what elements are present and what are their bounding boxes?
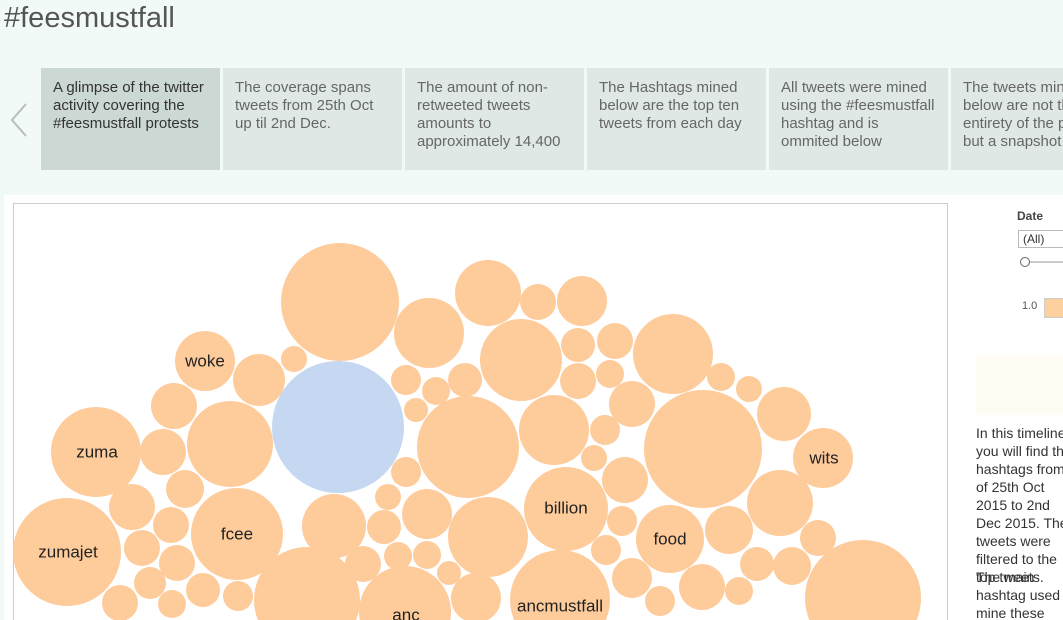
description: The main hashtag used to mine these twee… bbox=[976, 569, 1063, 620]
selected-bubble[interactable] bbox=[272, 361, 404, 493]
prev-arrow[interactable] bbox=[8, 100, 30, 140]
story-point[interactable]: The amount of non-retweeted tweets amoun… bbox=[405, 68, 584, 170]
bubble-chart: woke zuma wits billion fcee food zumajet… bbox=[13, 203, 948, 620]
bubble-label: zumajet bbox=[38, 542, 98, 561]
legend-swatch bbox=[1044, 298, 1063, 318]
bubble-label: anc bbox=[392, 605, 420, 620]
bubble-label: billion bbox=[544, 498, 587, 517]
date-slider[interactable] bbox=[1018, 255, 1063, 269]
bubbles bbox=[13, 243, 921, 620]
page-title: #feesmustfall bbox=[4, 2, 175, 34]
story-point[interactable]: A glimpse of the twitter activity coveri… bbox=[41, 68, 220, 170]
legend-label: 1.0 bbox=[1022, 300, 1038, 312]
story-point[interactable]: The coverage spans tweets from 25th Oct … bbox=[223, 68, 402, 170]
story-point[interactable]: The tweets mined below are not the entir… bbox=[951, 68, 1063, 170]
filter-dropdown[interactable]: (All) bbox=[1018, 230, 1063, 248]
story-point[interactable]: The Hashtags mined below are the top ten… bbox=[587, 68, 766, 170]
bubble-label: woke bbox=[184, 351, 225, 370]
bubble-label: zuma bbox=[76, 442, 118, 461]
side-panel: Date (All) 1.0 In this timeline you will… bbox=[960, 195, 1063, 620]
bubble-label: fcee bbox=[221, 524, 253, 543]
text-box bbox=[976, 355, 1063, 415]
story-point[interactable]: All tweets were mined using the #feesmus… bbox=[769, 68, 948, 170]
description: In this timeline you will find the hasht… bbox=[976, 425, 1063, 585]
filter-label: Date bbox=[1017, 209, 1044, 223]
bubble-label: food bbox=[653, 529, 686, 548]
bubble-label: wits bbox=[808, 448, 838, 467]
bubble-label: ancmustfall bbox=[517, 596, 603, 615]
